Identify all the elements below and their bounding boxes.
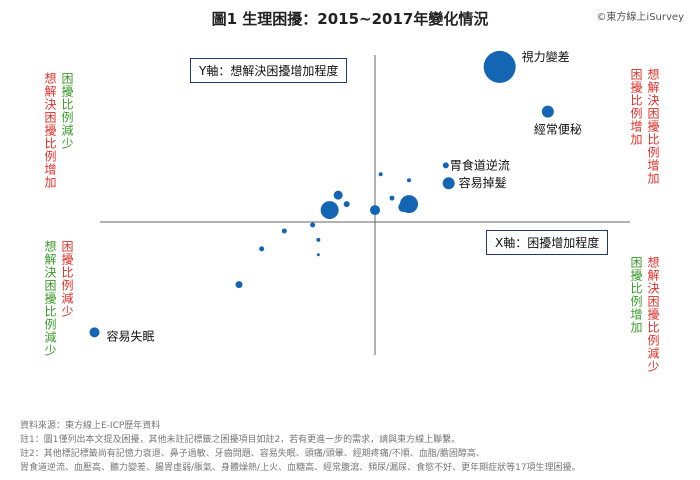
left-bottom-label-2: 困擾比例減少: [60, 240, 74, 318]
data-point: [310, 222, 316, 228]
right-bottom-label-1: 困擾比例增加: [629, 256, 643, 334]
chart-title: 圖1 生理困擾：2015~2017年變化情況: [211, 10, 489, 28]
note-2: 註2：其他標記標籤尚有記憶力衰退、鼻子過敏、牙齒問題、容易失眠、頭痛/頭暈、經期…: [20, 449, 485, 459]
data-label: 容易失眠: [107, 328, 155, 343]
data-point: [316, 237, 321, 242]
data-point: [281, 228, 287, 234]
data-label: 容易掉髮: [459, 175, 507, 190]
data-point: [378, 172, 383, 177]
data-point: [259, 246, 265, 252]
data-point: [333, 190, 343, 200]
note-source: 資料來源：東方線上E-ICP歷年資料: [20, 421, 161, 431]
data-point: [316, 253, 320, 257]
right-top-label-1: 困擾比例增加: [629, 68, 643, 146]
note-1: 註1：圖1僅列出本文提及困擾，其他未註記標籤之困擾項目如註2，若有更進一步的需求…: [20, 435, 461, 445]
data-point: [442, 177, 455, 190]
y-axis-label: Y軸：想解決困擾增加程度: [190, 58, 348, 83]
data-point: [343, 201, 350, 208]
data-point: [398, 202, 409, 213]
data-label: 胃食道逆流: [450, 157, 510, 172]
data-point: [235, 281, 243, 289]
data-point: [483, 50, 516, 83]
data-label: 經常便秘: [534, 123, 582, 137]
data-point: [389, 195, 395, 201]
x-axis-label: X軸：困擾增加程度: [486, 230, 609, 255]
source-credit: ©東方線上iSurvey: [596, 12, 684, 23]
data-points: [89, 50, 554, 338]
data-point: [89, 327, 100, 338]
left-top-label-1: 想解決困擾比例增加: [43, 72, 57, 189]
data-label: 視力變差: [522, 49, 570, 64]
left-bottom-label-1: 想解決困擾比例減少: [43, 240, 57, 357]
note-2-cont: 胃食道逆流、血壓高、聽力變差、腸胃虛弱/脹氣、身體燥熱/上火、血糖高、經常腹瀉、…: [20, 463, 581, 473]
data-point: [407, 178, 411, 183]
data-point: [541, 105, 554, 118]
data-point: [370, 205, 380, 216]
data-point: [442, 162, 449, 169]
right-bottom-label-2: 想解決困擾比例減少: [646, 256, 660, 373]
right-top-label-2: 想解決困擾比例增加: [646, 68, 660, 185]
left-top-label-2: 困擾比例減少: [60, 72, 74, 150]
data-point: [320, 201, 339, 220]
